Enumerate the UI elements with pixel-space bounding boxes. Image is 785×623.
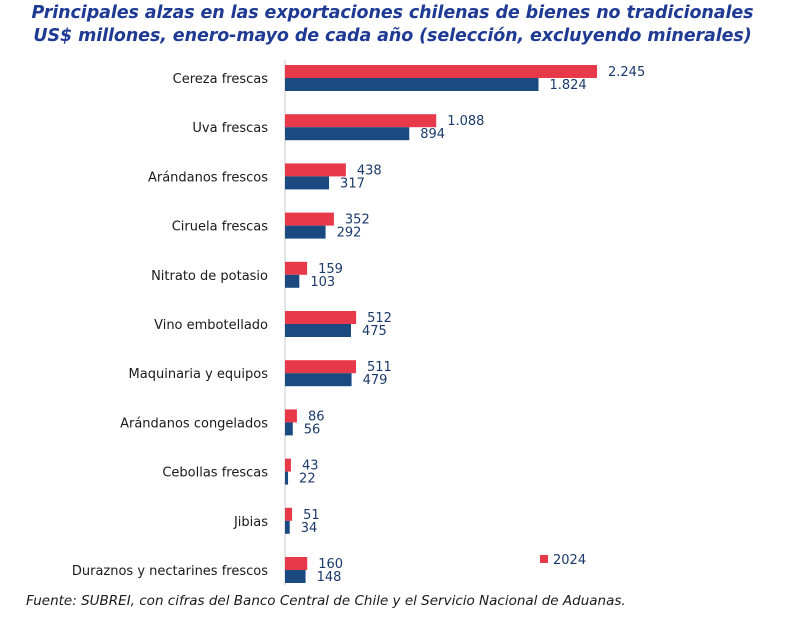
- bar-prev-year: [285, 127, 410, 141]
- bar-2024: [285, 163, 346, 177]
- bar-prev-year: [285, 520, 290, 534]
- bar-2024: [285, 65, 597, 78]
- bar-2024: [285, 507, 293, 521]
- data-label-2024: 438: [357, 163, 382, 178]
- bar-prev-year: [285, 471, 289, 485]
- legend-label-2024: 2024: [553, 553, 586, 568]
- data-label-2024: 2.245: [608, 65, 645, 80]
- data-label-prev-year: 479: [363, 373, 388, 388]
- data-label-2024: 352: [345, 213, 370, 228]
- data-label-prev-year: 1.824: [549, 78, 586, 93]
- chart-title-line-1: Principales alzas en las exportaciones c…: [31, 3, 754, 23]
- data-label-prev-year: 103: [310, 275, 335, 290]
- data-label-prev-year: 292: [337, 226, 362, 241]
- data-label-prev-year: 894: [420, 127, 445, 142]
- category-label: Cereza frescas: [173, 72, 269, 87]
- legend-swatch-2024: [540, 555, 548, 563]
- bar-prev-year: [285, 225, 326, 239]
- bar-prev-year: [285, 324, 352, 337]
- bar-2024: [285, 557, 308, 570]
- category-label: Nitrato de potasio: [151, 269, 268, 284]
- bar-2024: [285, 409, 297, 423]
- data-label-2024: 159: [318, 262, 343, 277]
- data-label-2024: 160: [318, 557, 343, 572]
- category-label: Uva frescas: [192, 121, 268, 136]
- bar-2024: [285, 360, 357, 374]
- bar-2024: [285, 212, 334, 226]
- bar-2024: [285, 114, 437, 128]
- source-note: Fuente: SUBREI, con cifras del Banco Cen…: [26, 593, 626, 609]
- bar-prev-year: [285, 78, 539, 91]
- chart-title-line-2: US$ millones, enero-mayo de cada año (se…: [33, 26, 752, 46]
- bar-2024: [285, 311, 357, 324]
- category-label: Cebollas frescas: [162, 466, 268, 481]
- category-label: Arándanos congelados: [120, 416, 268, 431]
- bar-2024: [285, 261, 308, 275]
- category-label: Vino embotellado: [154, 318, 268, 333]
- bar-prev-year: [285, 274, 300, 288]
- data-label-2024: 1.088: [447, 114, 484, 129]
- data-label-2024: 86: [308, 409, 325, 424]
- data-label-prev-year: 475: [362, 324, 387, 339]
- data-label-prev-year: 56: [304, 422, 321, 437]
- data-label-2024: 511: [367, 360, 392, 375]
- bar-2024: [285, 458, 291, 472]
- data-label-2024: 51: [303, 508, 320, 523]
- chart-title: Principales alzas en las exportaciones c…: [0, 2, 785, 48]
- category-label: Maquinaria y equipos: [129, 367, 269, 382]
- category-label: Ciruela frescas: [172, 220, 269, 235]
- bar-prev-year: [285, 176, 330, 190]
- category-label: Duraznos y nectarines frescos: [72, 564, 268, 579]
- category-label: Jibias: [233, 515, 268, 530]
- data-label-prev-year: 22: [299, 472, 316, 487]
- data-label-2024: 512: [367, 311, 392, 326]
- data-label-2024: 43: [302, 459, 319, 474]
- bar-prev-year: [285, 422, 293, 436]
- data-label-prev-year: 34: [301, 521, 318, 536]
- bar-prev-year: [285, 570, 306, 583]
- data-label-prev-year: 317: [340, 176, 365, 191]
- data-label-prev-year: 148: [317, 570, 342, 585]
- bar-prev-year: [285, 373, 352, 387]
- category-label: Arándanos frescos: [148, 170, 268, 185]
